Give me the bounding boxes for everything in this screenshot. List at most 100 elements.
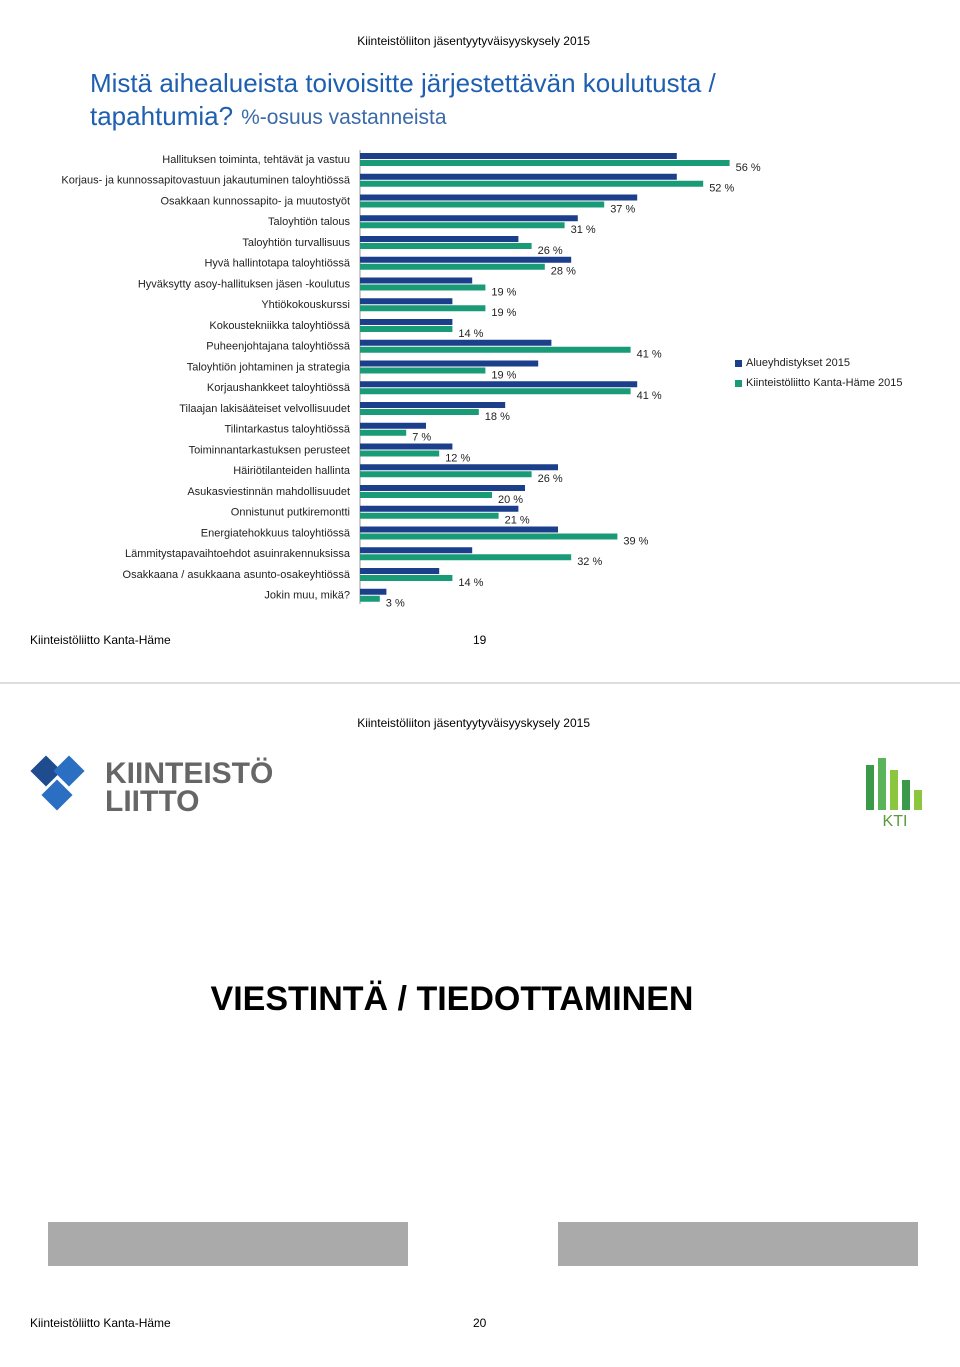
bar: [360, 201, 605, 208]
bar: [360, 526, 558, 533]
bar: [360, 464, 558, 471]
value-label: 26 %: [538, 245, 563, 257]
bar: [360, 429, 407, 436]
legend-label: Kiinteistöliitto Kanta-Häme 2015: [746, 377, 903, 389]
subtitle: %-osuus vastanneista: [241, 106, 447, 129]
bar: [360, 367, 486, 374]
category-label: Jokin muu, mikä?: [264, 590, 350, 602]
bar: [360, 588, 387, 595]
legend-swatch: [735, 380, 742, 387]
bar: [360, 575, 453, 581]
bar: [360, 160, 730, 166]
bar: [360, 443, 453, 450]
value-label: 21 %: [505, 515, 530, 527]
bar: [360, 595, 380, 602]
page-header: Kiinteistöliiton jäsentyytyväisyyskysely…: [357, 34, 590, 48]
bar: [360, 533, 618, 540]
building: [558, 1222, 918, 1266]
legend-swatch: [735, 360, 742, 367]
value-label: 32 %: [577, 556, 602, 568]
logo-text: KIINTEISTÖ: [105, 757, 273, 790]
logo-shape: [890, 770, 898, 810]
value-label: 37 %: [610, 203, 635, 215]
logo-right: KTI: [866, 758, 922, 830]
value-label: 28 %: [551, 266, 576, 278]
value-label: 19 %: [491, 369, 516, 381]
category-label: Hallituksen toiminta, tehtävät ja vastuu: [162, 154, 350, 166]
bar: [360, 547, 473, 554]
bar: [360, 263, 545, 270]
value-label: 19 %: [491, 307, 516, 319]
footer: Kiinteistöliitto Kanta-Häme: [30, 633, 171, 647]
title: tapahtumia? %-osuus vastanneista: [90, 101, 447, 131]
title: tapahtumia?: [90, 101, 233, 131]
bar: [360, 450, 440, 457]
value-label: 41 %: [637, 390, 662, 402]
category-label: Onnistunut putkiremontti: [231, 507, 350, 519]
title: Mistä aihealueista toivoisitte järjestet…: [90, 68, 717, 98]
category-label: Taloyhtiön turvallisuus: [242, 237, 350, 249]
bar: [360, 402, 506, 408]
category-label: Osakkaan kunnossapito- ja muutostyöt: [160, 195, 350, 207]
logo-shape: [914, 790, 922, 810]
value-label: 39 %: [623, 535, 648, 547]
bar: [360, 243, 532, 249]
logo-left: KIINTEISTÖ LIITTO: [30, 755, 273, 818]
category-label: Tilintarkastus taloyhtiössä: [224, 424, 350, 436]
page-number: 20: [473, 1316, 487, 1330]
bar: [360, 505, 519, 512]
value-label: 12 %: [445, 452, 470, 464]
bar: [360, 346, 631, 353]
value-label: 7 %: [412, 432, 431, 444]
value-label: 41 %: [637, 349, 662, 361]
category-label: Hyvä hallintotapa taloyhtiössä: [204, 258, 350, 270]
logo-shape: [866, 765, 874, 810]
value-label: 26 %: [538, 473, 563, 485]
bar: [360, 381, 638, 388]
category-label: Korjaus- ja kunnossapitovastuun jakautum…: [61, 175, 350, 187]
value-label: 52 %: [709, 183, 734, 195]
category-label: Energiatehokkuus taloyhtiössä: [201, 527, 351, 539]
category-label: Asukasviestinnän mahdollisuudet: [187, 486, 350, 498]
bar: [360, 215, 578, 222]
legend-label: Alueyhdistykset 2015: [746, 357, 850, 369]
bar: [360, 194, 638, 201]
bar: [360, 180, 704, 187]
building: [48, 1222, 408, 1266]
bar: [360, 422, 426, 429]
category-label: Taloyhtiön johtaminen ja strategia: [187, 361, 351, 373]
bar: [360, 256, 572, 263]
category-label: Yhtiökokouskurssi: [261, 299, 350, 311]
footer: Kiinteistöliitto Kanta-Häme: [30, 1316, 171, 1330]
value-label: 20 %: [498, 494, 523, 506]
bar: [360, 485, 525, 491]
bar: [360, 471, 532, 478]
building-illustration: [48, 1222, 918, 1266]
bar: [360, 173, 677, 180]
value-label: 19 %: [491, 286, 516, 298]
value-label: 56 %: [736, 162, 761, 174]
bar: [360, 284, 486, 291]
bar: [360, 339, 552, 346]
bar: [360, 388, 631, 395]
value-label: 31 %: [571, 224, 596, 236]
chart: Hallituksen toiminta, tehtävät ja vastuu…: [61, 153, 903, 610]
logo-text: KTI: [883, 813, 908, 830]
bar: [360, 277, 473, 284]
value-label: 18 %: [485, 411, 510, 423]
bar: [360, 568, 440, 574]
page-header: Kiinteistöliiton jäsentyytyväisyyskysely…: [357, 716, 590, 730]
bar: [360, 409, 479, 415]
logo-text: LIITTO: [105, 785, 199, 818]
category-label: Puheenjohtajana taloyhtiössä: [206, 341, 351, 353]
bar: [360, 305, 486, 312]
section-heading: VIESTINTÄ / TIEDOTTAMINEN: [211, 980, 694, 1018]
bar: [360, 326, 453, 332]
bar: [360, 319, 453, 325]
category-label: Hyväksytty asoy-hallituksen jäsen -koulu…: [138, 278, 351, 290]
bar: [360, 222, 565, 229]
category-label: Häiriötilanteiden hallinta: [233, 465, 351, 477]
logo-shape: [878, 758, 886, 810]
page-number: 19: [473, 633, 487, 647]
